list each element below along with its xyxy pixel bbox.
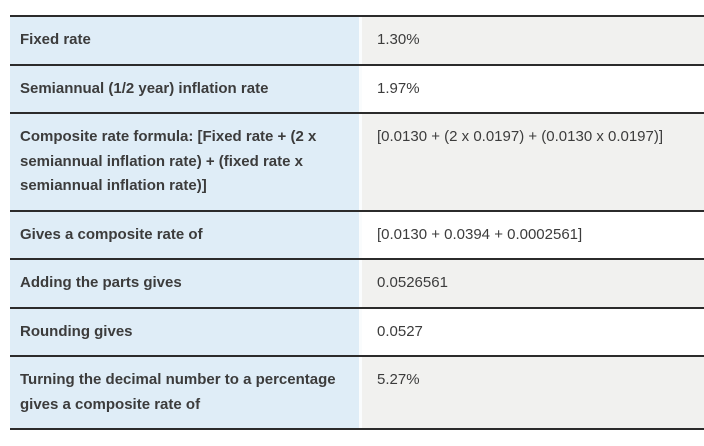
row-label: Adding the parts gives <box>10 260 362 307</box>
row-label: Composite rate formula: [Fixed rate + (2… <box>10 114 362 210</box>
row-value: 0.0527 <box>362 308 704 355</box>
table-row: Composite rate formula: [Fixed rate + (2… <box>10 114 704 212</box>
table-row: Turning the decimal number to a percenta… <box>10 357 704 430</box>
row-value: 1.97% <box>362 65 704 112</box>
table-row: Semiannual (1/2 year) inflation rate 1.9… <box>10 65 704 114</box>
table-row: Gives a composite rate of [0.0130 + 0.03… <box>10 211 704 260</box>
table-row: Fixed rate 1.30% <box>10 17 704 66</box>
row-label: Gives a composite rate of <box>10 211 362 258</box>
row-value: 1.30% <box>362 17 704 64</box>
row-value: 5.27% <box>362 357 704 428</box>
row-label: Semiannual (1/2 year) inflation rate <box>10 65 362 112</box>
row-label: Fixed rate <box>10 17 362 64</box>
table-row: Adding the parts gives 0.0526561 <box>10 260 704 309</box>
table-row: Rounding gives 0.0527 <box>10 308 704 357</box>
row-value: 0.0526561 <box>362 260 704 307</box>
row-value: [0.0130 + (2 x 0.0197) + (0.0130 x 0.019… <box>362 114 704 210</box>
row-label: Rounding gives <box>10 308 362 355</box>
row-value: [0.0130 + 0.0394 + 0.0002561] <box>362 211 704 258</box>
composite-rate-table: Fixed rate 1.30% Semiannual (1/2 year) i… <box>10 15 704 430</box>
row-label: Turning the decimal number to a percenta… <box>10 357 362 428</box>
